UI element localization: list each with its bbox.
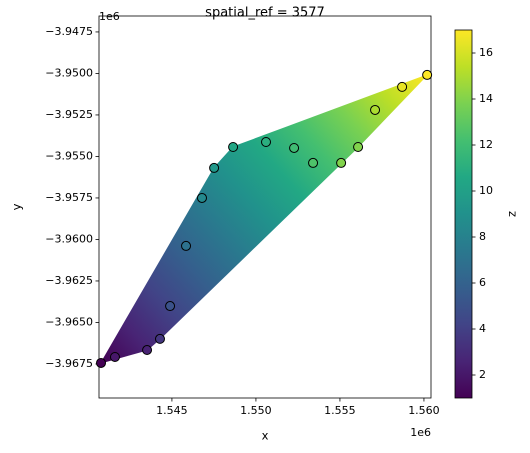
x-offset: 1e6 [410,426,431,439]
y-tick-label: −3.9500 [45,66,93,79]
point [397,81,408,92]
colorbar-label: z [505,211,519,217]
point [96,357,107,368]
y-tick-label: −3.9625 [45,274,93,287]
point [353,141,364,152]
colorbar [454,29,473,399]
point [109,351,120,362]
y-tick-label: −3.9600 [45,232,93,245]
y-tick-label: −3.9650 [45,315,93,328]
point [422,69,433,80]
point [289,142,300,153]
point [209,162,220,173]
y-tick-label: −3.9475 [45,25,93,38]
point [154,333,165,344]
colorbar-tick-label: 6 [479,276,486,289]
point [336,157,347,168]
axes-frame [98,15,432,399]
point [261,137,272,148]
y-tick-label: −3.9550 [45,149,93,162]
x-tick-label: 1.550 [240,404,272,417]
y-tick-label: −3.9575 [45,191,93,204]
colorbar-tick-label: 14 [479,92,493,105]
chart-title: spatial_ref = 3577 [205,6,325,21]
point [142,345,153,356]
x-axis-label: x [262,429,269,443]
colorbar-tick-label: 10 [479,184,493,197]
point [181,240,192,251]
x-tick-label: 1.545 [156,404,188,417]
point [196,192,207,203]
colorbar-tick-label: 16 [479,46,493,59]
y-axis-label: y [10,203,24,210]
colorbar-tick-label: 12 [479,138,493,151]
point [370,104,381,115]
y-offset: 1e6 [99,10,120,23]
point [308,157,319,168]
surface [99,74,428,364]
x-tick-label: 1.555 [324,404,356,417]
point [165,301,176,312]
y-tick-label: −3.9525 [45,108,93,121]
x-tick-label: 1.560 [408,404,440,417]
point [228,141,239,152]
y-tick-label: −3.9675 [45,357,93,370]
colorbar-tick-label: 4 [479,322,486,335]
colorbar-tick-label: 2 [479,368,486,381]
colorbar-tick-label: 8 [479,230,486,243]
